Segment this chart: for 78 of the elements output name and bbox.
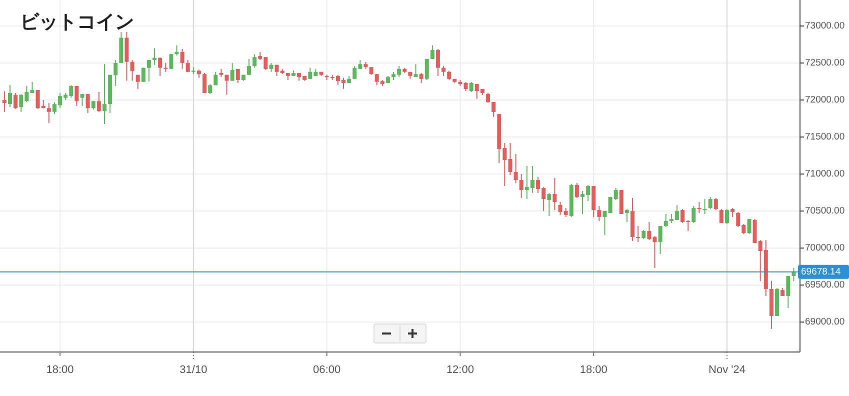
candlestick bbox=[130, 60, 134, 82]
candlestick bbox=[236, 68, 240, 84]
candlestick bbox=[592, 186, 596, 218]
candlestick bbox=[619, 190, 624, 215]
y-tick-label: 72000.00 bbox=[805, 94, 845, 106]
text: ビットコイン bbox=[20, 11, 134, 33]
candlestick bbox=[547, 192, 552, 217]
candlestick bbox=[102, 64, 106, 125]
candlestick bbox=[419, 72, 424, 84]
ref-line-label: 69678.14 bbox=[801, 266, 841, 278]
candlestick bbox=[436, 48, 440, 76]
candlestick bbox=[702, 198, 707, 215]
candlestick bbox=[574, 182, 579, 199]
candlestick bbox=[96, 91, 101, 112]
y-tick-label: 70000.00 bbox=[805, 242, 845, 254]
candlestick bbox=[486, 92, 490, 104]
candlestick bbox=[747, 218, 752, 235]
candlestick bbox=[602, 210, 607, 236]
candlestick bbox=[442, 65, 446, 76]
candlestick bbox=[186, 60, 190, 72]
candlestick bbox=[414, 64, 418, 78]
x-tick-label: 06:00 bbox=[313, 364, 341, 376]
candlestick bbox=[158, 57, 162, 76]
candlestick bbox=[597, 206, 602, 222]
candlestick bbox=[86, 94, 90, 114]
candlestick bbox=[8, 84, 12, 108]
candlestick bbox=[169, 54, 174, 70]
candlestick bbox=[624, 208, 629, 223]
candlestick bbox=[708, 196, 712, 210]
candlestick bbox=[46, 102, 51, 124]
y-tick-label: 69500.00 bbox=[805, 280, 845, 291]
candlestick bbox=[247, 58, 252, 76]
y-tick-label: 71000.00 bbox=[805, 168, 845, 180]
candlestick bbox=[141, 67, 146, 82]
candlestick bbox=[519, 174, 524, 199]
candlestick bbox=[424, 58, 429, 81]
candlestick bbox=[230, 62, 234, 82]
candlestick bbox=[730, 208, 735, 218]
candlestick bbox=[664, 214, 668, 228]
candlestick bbox=[658, 226, 662, 254]
candlestick bbox=[202, 72, 207, 94]
candlestick bbox=[636, 226, 640, 243]
candlestick bbox=[224, 74, 229, 96]
candlestick bbox=[430, 44, 434, 60]
candlestick bbox=[180, 48, 184, 70]
candlestick bbox=[719, 208, 724, 224]
x-tick-label: Nov '24 bbox=[708, 364, 746, 376]
y-tick-label: 72500.00 bbox=[805, 57, 845, 68]
x-tick-label: 31/10 bbox=[180, 364, 208, 376]
candlestick bbox=[114, 60, 118, 86]
candlestick bbox=[74, 85, 79, 106]
candlestick bbox=[697, 202, 702, 214]
y-tick-label: 70500.00 bbox=[805, 206, 845, 217]
x-tick-label: 18:00 bbox=[580, 364, 608, 376]
candlestick bbox=[492, 102, 496, 118]
candlestick bbox=[208, 84, 212, 95]
candlestick bbox=[725, 208, 730, 225]
candlestick bbox=[714, 198, 718, 211]
candlestick bbox=[136, 74, 140, 90]
candlestick bbox=[552, 178, 557, 211]
candlestick bbox=[80, 94, 84, 106]
candlestick bbox=[146, 60, 151, 82]
candlestick bbox=[14, 92, 18, 110]
y-tick-label: 73000.00 bbox=[805, 20, 845, 32]
candlestick bbox=[447, 70, 452, 81]
candlestick bbox=[692, 206, 696, 224]
y-tick-label: 71500.00 bbox=[805, 132, 845, 143]
candlestick bbox=[214, 71, 218, 86]
candlestick bbox=[252, 54, 257, 68]
x-tick-label: 12:00 bbox=[446, 364, 474, 376]
x-tick-label: 18:00 bbox=[46, 364, 74, 376]
candlestick bbox=[514, 153, 518, 184]
candlestick bbox=[786, 276, 790, 309]
candlestick bbox=[464, 82, 468, 92]
candlestick bbox=[469, 82, 474, 93]
y-tick-label: 69000.00 bbox=[805, 316, 845, 328]
candlestick bbox=[2, 90, 6, 112]
candlestick bbox=[642, 230, 646, 240]
